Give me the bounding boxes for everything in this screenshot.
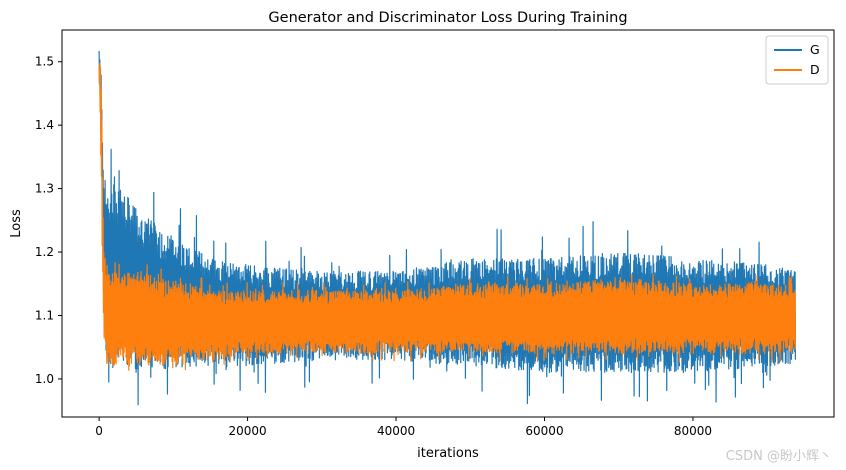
chart-title: Generator and Discriminator Loss During … bbox=[268, 10, 627, 26]
y-tick-label: 1.0 bbox=[35, 372, 54, 386]
y-tick-label: 1.1 bbox=[35, 308, 54, 322]
legend-label-g: G bbox=[810, 42, 820, 57]
x-tick-label: 60000 bbox=[525, 424, 563, 438]
x-tick-label: 20000 bbox=[228, 424, 266, 438]
y-tick-label: 1.4 bbox=[35, 118, 54, 132]
x-tick-label: 80000 bbox=[674, 424, 712, 438]
watermark-text: CSDN @盼小辉丶 bbox=[726, 449, 832, 464]
series-line-d bbox=[98, 62, 796, 371]
legend: GD bbox=[765, 35, 829, 85]
plot-area bbox=[98, 50, 796, 406]
x-axis-label: iterations bbox=[417, 446, 479, 461]
y-tick-label: 1.3 bbox=[35, 182, 54, 196]
axes: 0 20000 40000 60000 80000 1.0 1.1 1.2 1.3 1.4 1.5 bbox=[35, 29, 835, 438]
x-tick-label: 40000 bbox=[377, 424, 415, 438]
legend-box bbox=[765, 35, 829, 85]
y-tick-label: 1.5 bbox=[35, 55, 54, 69]
y-axis-label: Loss bbox=[9, 209, 24, 238]
legend-label-d: D bbox=[810, 62, 820, 77]
x-tick-label: 0 bbox=[95, 424, 103, 438]
y-tick-label: 1.2 bbox=[35, 245, 54, 259]
plot-frame bbox=[61, 29, 835, 418]
